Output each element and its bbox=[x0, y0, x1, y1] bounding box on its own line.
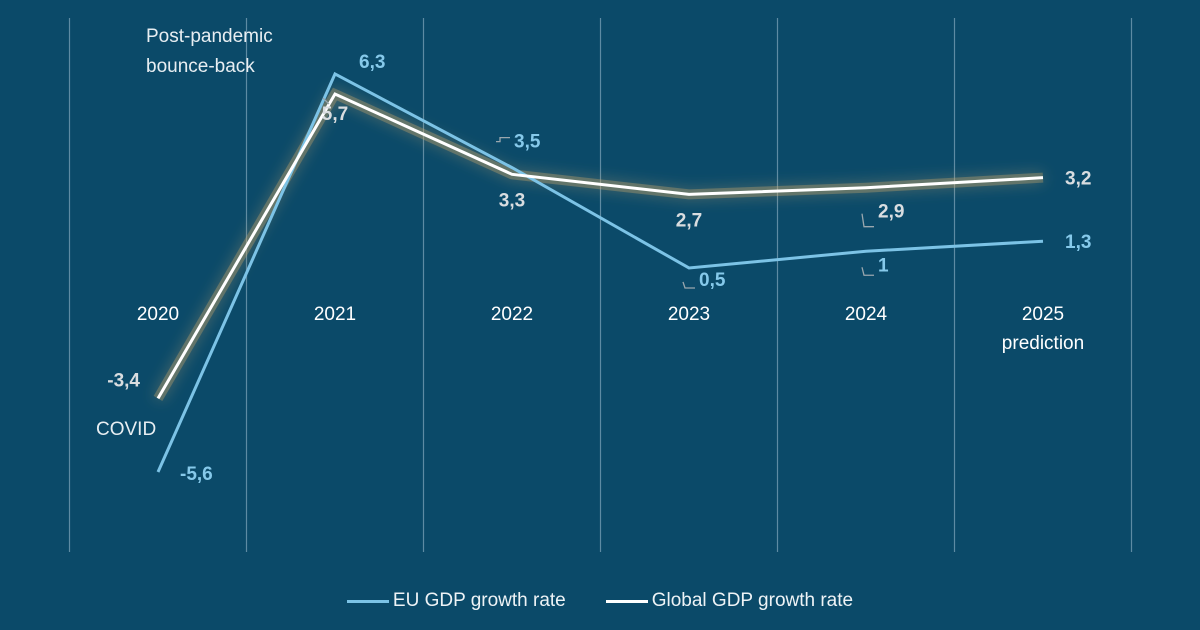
data-label: 2,7 bbox=[676, 210, 702, 231]
data-label: 0,5 bbox=[699, 270, 726, 291]
category-label: 2025 bbox=[1022, 304, 1064, 325]
data-label: 3,3 bbox=[499, 190, 525, 211]
series-line-eu bbox=[156, 71, 1044, 473]
legend-label-eu: EU GDP growth rate bbox=[392, 590, 566, 611]
data-label: 3,2 bbox=[1065, 169, 1091, 190]
data-label: 5,7 bbox=[322, 104, 348, 125]
annotation-post-pandemic: bounce-back bbox=[146, 56, 255, 77]
category-label: 2023 bbox=[668, 304, 710, 325]
data-label: 2,9 bbox=[878, 202, 904, 223]
category-sublabel: prediction bbox=[1002, 333, 1084, 354]
data-label: 3,5 bbox=[514, 132, 541, 153]
leader-line bbox=[496, 136, 510, 143]
legend-item-eu[interactable]: EU GDP growth rate bbox=[346, 590, 566, 612]
annotations: Post-pandemic bounce-back COVID bbox=[96, 26, 273, 440]
leader-line bbox=[861, 267, 874, 276]
series-line-global bbox=[156, 92, 1044, 400]
legend-item-global[interactable]: Global GDP growth rate bbox=[605, 590, 854, 612]
annotation-covid: COVID bbox=[96, 419, 156, 440]
category-label: 2024 bbox=[845, 304, 888, 325]
legend-swatch-eu bbox=[346, 599, 389, 603]
annotation-post-pandemic: Post-pandemic bbox=[146, 26, 273, 47]
leader-line bbox=[682, 281, 695, 289]
leader-line bbox=[322, 97, 330, 105]
category-label: 2022 bbox=[491, 304, 533, 325]
category-label: 2020 bbox=[137, 304, 179, 325]
legend: EU GDP growth rate Global GDP growth rat… bbox=[0, 590, 1200, 612]
data-label: -3,4 bbox=[107, 370, 140, 391]
legend-label-global: Global GDP growth rate bbox=[651, 590, 854, 611]
category-label: 2021 bbox=[314, 304, 356, 325]
data-label: 1 bbox=[878, 255, 889, 276]
series-lines bbox=[156, 71, 1044, 473]
data-labels: -5,6 6,3 3,5 0,5 1 1,3 -3,4 5,7 3,3 2,7 2,9 3,2 bbox=[107, 52, 1091, 485]
legend-swatch-global bbox=[605, 599, 648, 603]
category-labels: 2020 2021 2022 2023 2024 2025 prediction bbox=[137, 304, 1084, 354]
data-label: 1,3 bbox=[1065, 232, 1091, 253]
data-label: -5,6 bbox=[180, 464, 213, 485]
leader-line bbox=[861, 213, 874, 228]
gridlines bbox=[68, 18, 1133, 552]
leader-lines bbox=[322, 97, 874, 289]
data-label: 6,3 bbox=[359, 52, 385, 73]
